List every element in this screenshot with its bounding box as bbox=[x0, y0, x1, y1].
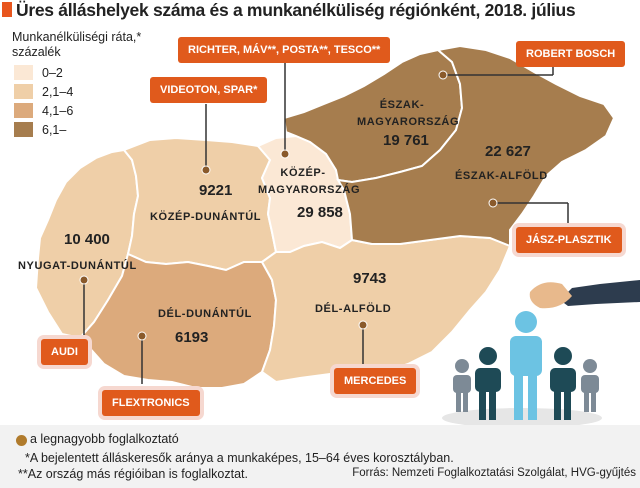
person-body bbox=[550, 368, 576, 392]
employer-box-videoton: VIDEOTON, SPAR* bbox=[150, 77, 268, 103]
legend-label: 4,1–6 bbox=[42, 103, 74, 118]
legend-label: 6,1– bbox=[42, 122, 67, 137]
arm-sleeve bbox=[560, 280, 640, 306]
employer-dot-richter bbox=[280, 149, 290, 159]
region-label-eszak-magyarorszag: ÉSZAK- MAGYARORSZÁG bbox=[357, 97, 460, 131]
vacancies-eszak-magyarorszag: 19 761 bbox=[383, 132, 429, 149]
legend-swatch bbox=[14, 84, 33, 99]
legend-item: 4,1–6 bbox=[14, 101, 73, 120]
leader-lines bbox=[83, 60, 569, 384]
person-selected bbox=[510, 311, 542, 420]
region-label-del-dunantul: DÉL-DUNÁNTÚL bbox=[158, 308, 252, 320]
person-body bbox=[581, 375, 599, 393]
title-accent-bar bbox=[2, 2, 12, 17]
employer-dot-videoton bbox=[201, 165, 211, 175]
vacancies-kozep-dunantul: 9221 bbox=[199, 182, 233, 199]
person-leg bbox=[591, 390, 596, 412]
person-leg bbox=[564, 390, 571, 420]
employer-dot-flextronics bbox=[137, 331, 147, 341]
legend-item: 6,1– bbox=[14, 120, 73, 139]
employer-box-audi: AUDI bbox=[41, 339, 88, 365]
footnote-2: **Az ország más régióiban is foglalkozta… bbox=[18, 467, 248, 481]
region-label-nyugat-dunantul: NYUGAT-DUNÁNTÚL bbox=[18, 260, 137, 272]
footnote-1: *A bejelentett álláskeresők aránya a mun… bbox=[25, 451, 454, 465]
people-dark bbox=[475, 347, 576, 420]
legend-title-line1: Munkanélküliségi ráta,* bbox=[12, 30, 142, 44]
region-eszak-alfold bbox=[336, 44, 616, 248]
person-head bbox=[455, 359, 469, 373]
legend-title: Munkanélküliségi ráta,* százalék bbox=[12, 30, 141, 60]
legend-swatch bbox=[14, 103, 33, 118]
person-leg bbox=[463, 390, 468, 412]
person-body bbox=[510, 336, 542, 376]
vacancies-del-dunantul: 6193 bbox=[175, 329, 209, 346]
vacancies-nyugat-dunantul: 10 400 bbox=[64, 231, 110, 248]
region-label-del-alfold: DÉL-ALFÖLD bbox=[315, 303, 392, 315]
person-leg bbox=[584, 390, 589, 412]
person-head bbox=[583, 359, 597, 373]
region-label-kozep-dunantul: KÖZÉP-DUNÁNTÚL bbox=[150, 211, 262, 223]
employer-box-flextronics: FLEXTRONICS bbox=[102, 390, 200, 416]
region-kozep-dunantul bbox=[122, 136, 278, 272]
person-body bbox=[475, 368, 501, 392]
vacancies-eszak-alfold: 22 627 bbox=[485, 143, 531, 160]
person-leg bbox=[514, 374, 523, 420]
employer-box-bosch: ROBERT BOSCH bbox=[516, 41, 626, 67]
legend-item: 2,1–4 bbox=[14, 82, 73, 101]
person-head bbox=[515, 311, 537, 333]
footer bbox=[0, 425, 640, 488]
legend-swatch bbox=[14, 65, 33, 80]
hiring-illustration bbox=[442, 280, 640, 428]
employer-legend-label: a legnagyobb foglalkoztató bbox=[30, 432, 179, 446]
person-leg bbox=[489, 390, 496, 420]
person-leg bbox=[528, 374, 537, 420]
person-leg bbox=[479, 390, 486, 420]
employer-box-mercedes: MERCEDES bbox=[334, 368, 417, 394]
region-del-alfold bbox=[260, 234, 512, 384]
employer-dots bbox=[79, 70, 498, 341]
employer-dot-bosch bbox=[438, 70, 448, 80]
legend-label: 2,1–4 bbox=[42, 84, 74, 99]
employer-dot-jasz bbox=[488, 198, 498, 208]
legend: 0–2 2,1–4 4,1–6 6,1– bbox=[14, 63, 73, 139]
employer-box-richter: RICHTER, MÁV**, POSTA**, TESCO** bbox=[178, 37, 391, 63]
person-head bbox=[479, 347, 497, 365]
region-name-line1: KÖZÉP- bbox=[280, 167, 326, 179]
person-leg bbox=[456, 390, 461, 412]
legend-label: 0–2 bbox=[42, 65, 63, 80]
vacancies-del-alfold: 9743 bbox=[353, 270, 387, 287]
legend-item: 0–2 bbox=[14, 63, 73, 82]
employer-box-jasz-plasztik: JÁSZ-PLASZTIK bbox=[516, 227, 622, 253]
legend-title-line2: százalék bbox=[12, 45, 61, 59]
person-leg bbox=[554, 390, 561, 420]
region-label-kozep-magyarorszag: KÖZÉP- MAGYARORSZÁG bbox=[258, 165, 361, 199]
hand bbox=[529, 282, 572, 309]
legend-swatch bbox=[14, 122, 33, 137]
people-grey bbox=[453, 359, 599, 412]
person-head bbox=[554, 347, 572, 365]
employer-legend-dot bbox=[16, 435, 27, 446]
title-text: Üres álláshelyek száma és a munkanélküli… bbox=[16, 0, 576, 20]
page-title: Üres álláshelyek száma és a munkanélküli… bbox=[2, 0, 576, 21]
region-name-line2: MAGYARORSZÁG bbox=[258, 184, 361, 196]
region-name-line2: MAGYARORSZÁG bbox=[357, 116, 460, 128]
employer-dot-audi bbox=[79, 275, 89, 285]
region-name-line1: ÉSZAK- bbox=[379, 99, 425, 111]
source-note: Forrás: Nemzeti Foglalkoztatási Szolgála… bbox=[352, 467, 636, 479]
person-body bbox=[453, 375, 471, 393]
employer-dot-mercedes bbox=[358, 320, 368, 330]
region-label-eszak-alfold: ÉSZAK-ALFÖLD bbox=[455, 170, 548, 182]
vacancies-kozep-magyarorszag: 29 858 bbox=[297, 204, 343, 221]
